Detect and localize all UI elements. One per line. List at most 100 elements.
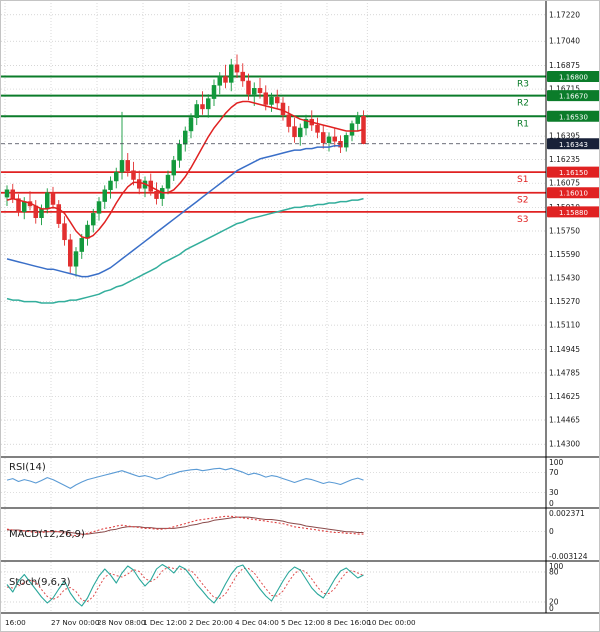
candle-body	[240, 71, 245, 82]
rsi-axis-label: 30	[549, 488, 559, 497]
pivot-badge-s2	[547, 187, 599, 199]
pivot-badge-s3	[547, 206, 599, 218]
candle-body	[217, 76, 222, 86]
candle-body	[10, 189, 15, 199]
time-axis-label: 5 Dec 12:00	[281, 618, 325, 627]
candle-body	[332, 136, 337, 142]
candle-body	[206, 98, 211, 110]
price-tick-label: 1.15110	[549, 321, 580, 330]
pivot-badge-s1	[547, 166, 599, 178]
macd-signal-line	[7, 516, 364, 535]
macd-line	[6, 515, 364, 537]
candle-body	[223, 76, 228, 83]
candle-body	[114, 171, 119, 182]
pivot-badge-r1-label: 1.16530	[559, 113, 588, 121]
time-axis-label: 16:00	[5, 618, 26, 627]
candle-body	[16, 198, 21, 213]
price-tick-label: 1.15590	[549, 250, 580, 259]
candle-body	[22, 201, 27, 213]
time-axis-label: 2 Dec 20:00	[189, 618, 233, 627]
candle-body	[108, 180, 113, 191]
price-tick-label: 1.16075	[549, 179, 580, 188]
price-tick-label: 1.14625	[549, 392, 580, 401]
candle-body	[188, 117, 194, 132]
candle-body	[119, 160, 125, 173]
candle-body	[4, 189, 10, 198]
candle-body	[79, 238, 84, 252]
macd-axis-label: -0.003124	[549, 552, 588, 561]
time-axis-label: 1 Dec 12:00	[143, 618, 187, 627]
candle-body	[96, 201, 102, 214]
pivot-badge-s3-label: 1.15880	[559, 209, 588, 217]
price-tick-label: 1.16875	[549, 61, 580, 70]
candle-body	[355, 116, 360, 124]
candle-body	[315, 124, 320, 133]
candle-body	[102, 189, 107, 202]
pivot-badge-r1	[547, 110, 599, 122]
candle-body	[68, 239, 73, 267]
candle-body	[263, 92, 268, 105]
pivot-badge-r3	[547, 71, 599, 83]
candle-body	[39, 208, 44, 218]
price-tick-label: 1.14945	[549, 345, 580, 354]
candle-body	[73, 251, 79, 267]
ma-fast-red-line	[6, 100, 364, 240]
pivot-label-r3: R3	[517, 80, 529, 90]
candle-body	[338, 141, 343, 148]
pivot-label-s2: S2	[517, 196, 528, 206]
stoch-axis-label: 100	[549, 562, 564, 571]
stoch-k-line	[6, 563, 364, 607]
pivot-label-s1: S1	[517, 175, 528, 185]
candle-body	[269, 96, 274, 105]
time-axis-label: 10 Dec 00:00	[367, 618, 416, 627]
price-tick-label: 1.16395	[549, 132, 580, 141]
stoch-axis-label: 20	[549, 598, 559, 607]
rsi-line	[6, 467, 364, 489]
candle-body	[171, 160, 176, 176]
last-price-badge-label: 1.16343	[559, 141, 588, 149]
stoch-axis-label: 0	[549, 604, 554, 613]
candle-body	[321, 132, 326, 143]
time-axis-label: 4 Dec 04:00	[235, 618, 279, 627]
price-tick-label: 1.17220	[549, 10, 580, 19]
candle-body	[275, 96, 280, 104]
candle-body	[45, 192, 50, 210]
pivot-badge-r3-label: 1.16800	[559, 74, 588, 82]
price-tick-label: 1.14300	[549, 440, 580, 449]
macd-axis-label: 0	[549, 527, 554, 536]
candle-body	[125, 160, 130, 171]
candle-body	[33, 205, 38, 218]
candle-body	[137, 179, 142, 189]
pivot-label-r2: R2	[517, 99, 529, 109]
candle-body	[229, 64, 234, 83]
candle-body	[292, 126, 297, 138]
price-tick-label: 1.16235	[549, 155, 580, 164]
candle-body	[257, 88, 263, 93]
candle-body	[246, 80, 251, 95]
candle-body	[131, 170, 136, 180]
candle-body	[165, 174, 171, 189]
price-tick-label: 1.14465	[549, 415, 580, 424]
candle-body	[349, 123, 355, 136]
candle-body	[234, 64, 240, 73]
candle-body	[298, 127, 303, 138]
macd-axis-label: 0.002371	[549, 509, 585, 518]
candle-body	[280, 102, 286, 116]
pivot-badge-r2	[547, 90, 599, 102]
candle-body	[286, 114, 291, 127]
candle-body	[50, 192, 56, 205]
candle-body	[252, 88, 257, 95]
price-tick-label: 1.15750	[549, 226, 580, 235]
time-axis-label: 27 Nov 00:00	[51, 618, 100, 627]
pivot-label-s3: S3	[517, 215, 528, 225]
rsi-axis-label: 0	[549, 499, 554, 508]
time-axis-label: 28 Nov 08:00	[97, 618, 146, 627]
candle-body	[194, 104, 199, 118]
candle-body	[303, 118, 309, 129]
candle-body	[211, 85, 217, 99]
candle-body	[200, 104, 205, 110]
candle-body	[326, 136, 332, 143]
candle-body	[177, 143, 182, 161]
